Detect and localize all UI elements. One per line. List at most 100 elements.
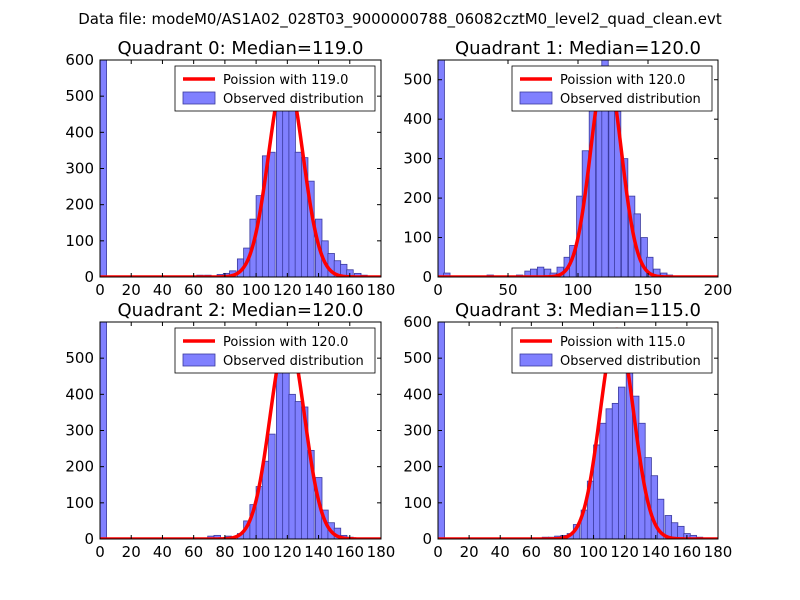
y-tick-label: 500: [403, 349, 432, 367]
y-tick-label: 100: [403, 229, 432, 247]
x-tick-label: 160: [335, 543, 364, 561]
histogram-bar: [268, 433, 276, 539]
histogram-bar: [294, 401, 303, 539]
subplot-quadrant-1: Quadrant 1: Median=120.0 0 50 100 150 200 0 100…: [403, 38, 732, 299]
subplot-title: Quadrant 1: Median=120.0: [455, 38, 701, 59]
legend-hist-label: Observed distribution: [560, 354, 701, 369]
poisson-fit-line: [100, 70, 381, 277]
x-tick-label: 100: [242, 543, 271, 561]
subplot-title: Quadrant 3: Median=115.0: [455, 300, 701, 321]
x-tick-label: 180: [704, 543, 733, 561]
x-tick-label: 60: [184, 281, 203, 299]
histogram-bar: [276, 101, 284, 277]
subplot-grid: Quadrant 0: Median=119.00 20 40 60 80 100 120 1…: [65, 38, 732, 561]
y-tick-label: 0: [422, 268, 432, 286]
y-tick-label: 400: [65, 123, 94, 141]
legend-hist-label: Observed distribution: [560, 92, 701, 107]
y-tick-label: 600: [65, 51, 94, 69]
x-tick-label: 160: [673, 543, 702, 561]
y-tick-label: 300: [65, 422, 94, 440]
x-tick-label: 80: [215, 543, 234, 561]
histogram-bar: [537, 266, 545, 277]
x-tick-label: 80: [553, 543, 572, 561]
x-tick-label: 60: [522, 543, 541, 561]
y-tick-label: 300: [65, 160, 94, 178]
figure-suptitle: Data file: modeM0/AS1A02_028T03_90000007…: [78, 10, 722, 29]
x-tick-label: 40: [153, 281, 172, 299]
y-tick-label: 200: [65, 196, 94, 214]
histogram-bar: [438, 60, 445, 277]
x-tick-label: 20: [460, 543, 479, 561]
y-tick-label: 300: [403, 150, 432, 168]
histogram-bar: [276, 348, 284, 539]
x-tick-label: 150: [634, 281, 663, 299]
subplot-title: Quadrant 2: Median=120.0: [118, 300, 364, 321]
legend-hist-label: Observed distribution: [223, 354, 364, 369]
legend-hist-swatch: [182, 353, 216, 367]
x-tick-label: 180: [367, 543, 396, 561]
legend-hist-label: Observed distribution: [223, 92, 364, 107]
x-tick-label: 100: [579, 543, 608, 561]
subplot-title: Quadrant 0: Median=119.0: [118, 38, 364, 59]
y-tick-label: 100: [65, 494, 94, 512]
histogram-bar: [288, 104, 296, 277]
histogram-bar: [677, 525, 685, 539]
legend-fit-label: Poission with 120.0: [223, 335, 348, 350]
histogram-bar: [618, 386, 626, 539]
legend: Poission with 119.0 Observed distribution: [174, 65, 376, 112]
histogram-bar: [294, 151, 303, 277]
y-tick-label: 0: [84, 268, 94, 286]
y-tick-label: 100: [65, 232, 94, 250]
legend-fit-label: Poission with 119.0: [223, 73, 348, 88]
histogram-bar: [268, 151, 276, 277]
y-tick-label: 500: [65, 87, 94, 105]
legend: Poission with 120.0 Observed distribution: [174, 327, 376, 374]
legend: Poission with 115.0 Observed distribution: [511, 327, 713, 374]
x-tick-label: 0: [433, 543, 443, 561]
plot-area: [438, 60, 718, 277]
histogram-bar: [599, 422, 607, 539]
y-tick-label: 400: [65, 385, 94, 403]
x-tick-label: 140: [641, 543, 670, 561]
x-tick-label: 140: [304, 543, 333, 561]
x-tick-label: 0: [433, 281, 443, 299]
histogram-bar: [601, 60, 609, 277]
x-tick-label: 60: [184, 543, 203, 561]
x-tick-label: 180: [367, 281, 396, 299]
y-tick-label: 0: [84, 530, 94, 548]
histogram-bar: [288, 393, 296, 539]
x-tick-label: 40: [491, 543, 510, 561]
x-tick-label: 120: [273, 543, 302, 561]
y-tick-label: 500: [65, 349, 94, 367]
histogram-bar: [605, 408, 613, 539]
histogram-bar: [621, 158, 629, 277]
poisson-fit-line: [100, 332, 381, 539]
y-tick-label: 400: [403, 110, 432, 128]
x-tick-label: 0: [95, 281, 105, 299]
y-tick-label: 100: [403, 494, 432, 512]
x-tick-label: 100: [564, 281, 593, 299]
x-tick-label: 160: [335, 281, 364, 299]
x-tick-label: 120: [610, 543, 639, 561]
histogram-bar: [611, 402, 620, 539]
subplot-quadrant-3: Quadrant 3: Median=115.00 20 40 60 80 100 120 1…: [403, 300, 732, 561]
x-tick-label: 120: [273, 281, 302, 299]
y-tick-label: 500: [403, 71, 432, 89]
subplot-quadrant-0: Quadrant 0: Median=119.00 20 40 60 80 100 120 1…: [65, 38, 395, 299]
x-tick-label: 140: [304, 281, 333, 299]
legend: Poission with 120.0 Observed distribution: [511, 65, 713, 112]
x-tick-label: 100: [242, 281, 271, 299]
x-tick-label: 50: [498, 281, 517, 299]
x-tick-label: 80: [215, 281, 234, 299]
y-tick-label: 400: [403, 385, 432, 403]
y-tick-label: 200: [403, 458, 432, 476]
legend-fit-label: Poission with 115.0: [560, 335, 685, 350]
x-tick-label: 20: [122, 543, 141, 561]
y-tick-label: 300: [403, 422, 432, 440]
y-tick-label: 200: [403, 189, 432, 207]
legend-fit-label: Poission with 120.0: [560, 73, 685, 88]
x-tick-label: 40: [153, 543, 172, 561]
y-tick-label: 200: [65, 458, 94, 476]
poisson-fit-line: [438, 327, 718, 539]
